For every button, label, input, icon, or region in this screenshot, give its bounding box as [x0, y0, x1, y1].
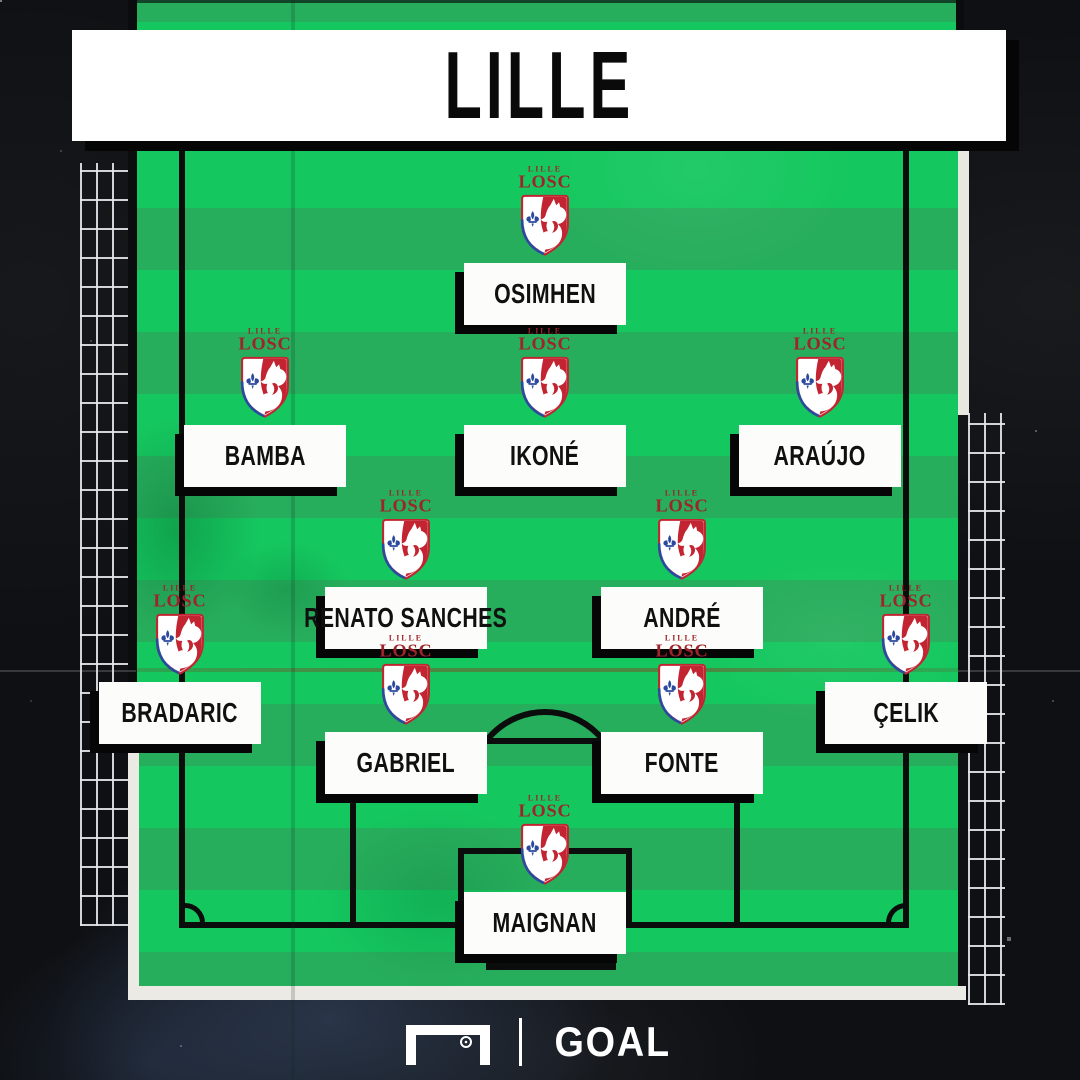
losc-crest-icon: LILLE LOSC: [656, 489, 709, 580]
player-name: OSIMHEN: [494, 278, 596, 309]
losc-crest-icon: LILLE LOSC: [519, 327, 572, 418]
losc-crest-icon: LILLE LOSC: [380, 489, 433, 580]
player-lcm: LILLE LOSC: [304, 487, 507, 649]
svg-text:LOSC: LOSC: [519, 172, 572, 192]
penalty-box: [350, 738, 740, 928]
svg-text:LILLE: LILLE: [528, 327, 562, 336]
losc-crest-icon: LILLE LOSC: [656, 634, 709, 725]
footer-brand-bar: GOAL: [0, 1014, 1080, 1070]
pitch-edge-white-left: [128, 752, 139, 992]
losc-crest-icon: LILLE LOSC: [794, 327, 847, 418]
player-name-box: GABRIEL: [325, 732, 487, 794]
svg-text:LOSC: LOSC: [380, 496, 433, 516]
svg-text:LOSC: LOSC: [656, 496, 709, 516]
pitch-edge-white-right: [958, 150, 969, 415]
svg-text:LILLE: LILLE: [665, 489, 699, 498]
footer-divider: [518, 1018, 522, 1066]
svg-text:LOSC: LOSC: [519, 334, 572, 354]
player-name-box: OSIMHEN: [464, 263, 626, 325]
pitch-edge-dark-left: [128, 0, 137, 752]
svg-text:LILLE: LILLE: [665, 634, 699, 643]
losc-crest-icon: LILLE LOSC: [519, 794, 572, 885]
svg-text:LOSC: LOSC: [794, 334, 847, 354]
team-title: LILLE: [444, 31, 634, 139]
player-gk: LILLE LOSC: [464, 792, 626, 954]
player-name-box: FONTE: [601, 732, 763, 794]
grid-paper-left: [80, 163, 130, 926]
losc-crest-icon: LILLE LOSC: [880, 584, 933, 675]
player-rcb: LILLE LOSC: [601, 632, 763, 794]
goal-wordmark: GOAL: [554, 1018, 671, 1065]
svg-text:LILLE: LILLE: [528, 794, 562, 803]
player-name-box: ANDRÉ: [601, 587, 763, 649]
svg-text:LOSC: LOSC: [380, 641, 433, 661]
svg-text:LILLE: LILLE: [389, 634, 423, 643]
player-name-box: BRADARIC: [99, 682, 261, 744]
player-name-box: RENATO SANCHES: [304, 587, 507, 649]
player-lb: LILLE LOSC: [99, 582, 261, 744]
corner-arc-left: [185, 903, 207, 925]
losc-crest-icon: LILLE LOSC: [380, 634, 433, 725]
player-name: IKONÉ: [510, 440, 580, 471]
touchline-left: [179, 145, 185, 928]
fold-line-right: [958, 670, 1080, 672]
svg-text:LOSC: LOSC: [154, 591, 207, 611]
svg-text:LOSC: LOSC: [656, 641, 709, 661]
player-lw: LILLE LOSC: [184, 325, 346, 487]
paper-edge-bottom: [128, 986, 966, 1000]
player-name-box: IKONÉ: [464, 425, 626, 487]
svg-text:LILLE: LILLE: [528, 165, 562, 174]
touchline-right: [903, 145, 909, 928]
player-st: LILLE LOSC: [464, 163, 626, 325]
player-name: ÇELIK: [873, 697, 939, 728]
svg-text:LILLE: LILLE: [163, 584, 197, 593]
corner-arc-right: [884, 903, 906, 925]
goal-frame-icon: [405, 1025, 490, 1065]
player-name: BRADARIC: [121, 697, 239, 728]
svg-text:LOSC: LOSC: [239, 334, 292, 354]
pitch-edge-top: [136, 0, 958, 3]
svg-text:LILLE: LILLE: [889, 584, 923, 593]
player-name-box: BAMBA: [184, 425, 346, 487]
player-rb: LILLE LOSC: [825, 582, 987, 744]
player-name-box: MAIGNAN: [464, 892, 626, 954]
team-title-banner: LILLE: [72, 30, 1006, 141]
svg-text:LOSC: LOSC: [880, 591, 933, 611]
svg-text:LILLE: LILLE: [803, 327, 837, 336]
svg-text:LILLE: LILLE: [248, 327, 282, 336]
player-name: MAIGNAN: [492, 907, 598, 938]
svg-text:LOSC: LOSC: [519, 801, 572, 821]
player-name: ANDRÉ: [643, 602, 721, 633]
player-name: BAMBA: [224, 440, 306, 471]
player-rcm: LILLE LOSC: [601, 487, 763, 649]
losc-crest-icon: LILLE LOSC: [154, 584, 207, 675]
horizontal-fold-line: [136, 668, 958, 672]
player-cam: LILLE LOSC: [464, 325, 626, 487]
pitch-texture: [136, 0, 958, 986]
losc-crest-icon: LILLE LOSC: [519, 165, 572, 256]
vertical-crease: [291, 0, 295, 1080]
player-name: RENATO SANCHES: [304, 602, 508, 633]
losc-crest-icon: LILLE LOSC: [239, 327, 292, 418]
player-lcb: LILLE LOSC: [325, 632, 487, 794]
player-name: GABRIEL: [356, 747, 456, 778]
background-speckles: [0, 0, 2, 2]
fold-line-left: [0, 670, 136, 672]
svg-text:LILLE: LILLE: [389, 489, 423, 498]
net-dashes: [494, 952, 608, 963]
player-name: FONTE: [644, 747, 720, 778]
penalty-arc: [468, 709, 622, 740]
player-name: ARAÚJO: [773, 440, 867, 471]
player-name-box: ARAÚJO: [739, 425, 901, 487]
player-rw: LILLE LOSC: [739, 325, 901, 487]
player-name-box: ÇELIK: [825, 682, 987, 744]
